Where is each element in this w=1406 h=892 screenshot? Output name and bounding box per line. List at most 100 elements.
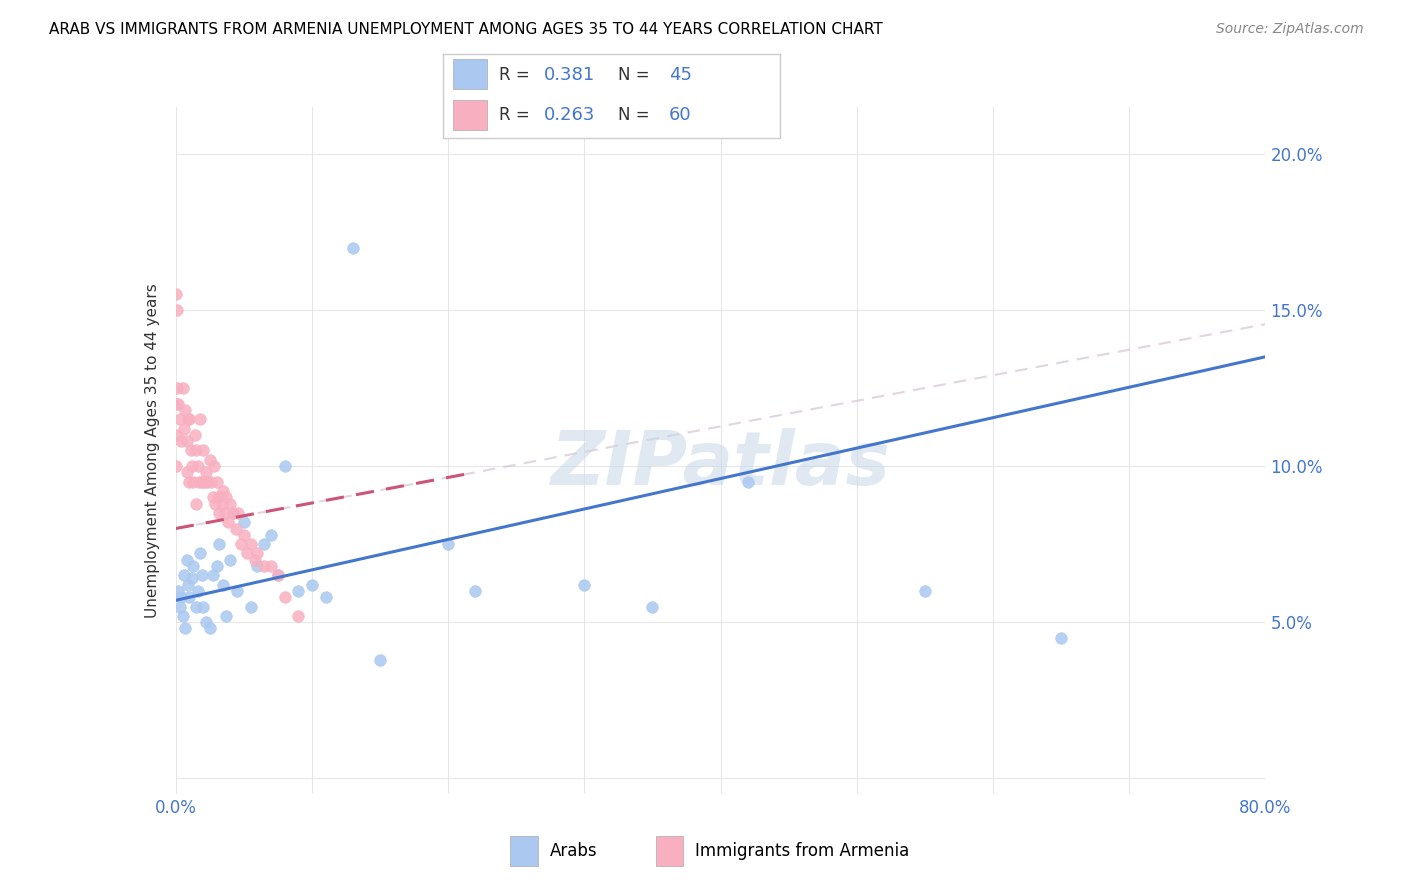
Text: Immigrants from Armenia: Immigrants from Armenia [695, 842, 910, 860]
Point [172, 608, 194, 623]
Point [181, 458, 204, 473]
Point [186, 583, 209, 598]
Text: R =: R = [499, 105, 534, 123]
Point [246, 558, 269, 573]
Point [208, 506, 231, 520]
Point [191, 443, 214, 458]
Point [186, 599, 208, 614]
Point [195, 475, 218, 489]
Point [194, 466, 217, 480]
Point [914, 583, 936, 598]
Point [226, 583, 249, 598]
Point [190, 475, 212, 489]
Point [165, 458, 187, 473]
Point [212, 578, 235, 592]
Point [368, 653, 391, 667]
Text: 0.263: 0.263 [544, 105, 596, 123]
Point [170, 434, 193, 448]
Point [183, 558, 205, 573]
Point [209, 490, 232, 504]
Point [176, 466, 198, 480]
Point [737, 475, 759, 489]
Text: ZIPatlas: ZIPatlas [551, 427, 890, 500]
Point [464, 583, 486, 598]
Point [246, 546, 269, 561]
Point [167, 583, 190, 598]
Point [169, 412, 191, 426]
Text: N =: N = [619, 105, 655, 123]
Point [342, 240, 364, 254]
Point [166, 381, 188, 395]
Point [205, 558, 228, 573]
Point [219, 496, 242, 510]
Text: ARAB VS IMMIGRANTS FROM ARMENIA UNEMPLOYMENT AMONG AGES 35 TO 44 YEARS CORRELATI: ARAB VS IMMIGRANTS FROM ARMENIA UNEMPLOY… [49, 22, 883, 37]
Text: Source: ZipAtlas.com: Source: ZipAtlas.com [1216, 22, 1364, 37]
Point [187, 475, 209, 489]
Point [186, 458, 209, 473]
Point [165, 287, 187, 301]
Point [232, 515, 254, 529]
Point [176, 552, 198, 567]
Point [235, 546, 257, 561]
Point [190, 568, 212, 582]
Point [253, 558, 276, 573]
Point [179, 591, 201, 605]
Point [301, 578, 323, 592]
Point [287, 608, 309, 623]
Point [267, 568, 290, 582]
Point [186, 496, 208, 510]
Point [215, 608, 238, 623]
Point [176, 434, 198, 448]
Point [166, 302, 188, 317]
Point [214, 506, 236, 520]
Point [274, 458, 297, 473]
Point [200, 475, 222, 489]
Point [198, 453, 221, 467]
Point [212, 483, 235, 498]
Point [179, 412, 201, 426]
Point [219, 552, 242, 567]
Point [177, 578, 200, 592]
Point [202, 458, 225, 473]
Point [170, 591, 193, 605]
Point [174, 403, 197, 417]
Point [208, 537, 231, 551]
Point [437, 537, 460, 551]
Point [165, 396, 187, 410]
Point [253, 537, 276, 551]
Point [181, 571, 204, 585]
Point [228, 506, 250, 520]
Text: Arabs: Arabs [550, 842, 598, 860]
Point [173, 568, 195, 582]
Point [172, 381, 194, 395]
Point [239, 537, 262, 551]
Point [193, 475, 215, 489]
Point [184, 427, 207, 442]
Point [173, 422, 195, 436]
Point [177, 412, 200, 426]
Point [183, 475, 205, 489]
Point [194, 615, 217, 630]
Point [207, 490, 229, 504]
Point [260, 558, 283, 573]
Point [188, 546, 211, 561]
Point [201, 568, 224, 582]
Point [180, 443, 202, 458]
Point [287, 583, 309, 598]
Point [641, 599, 664, 614]
Text: R =: R = [499, 66, 534, 84]
Point [574, 578, 596, 592]
Point [191, 599, 214, 614]
Point [188, 412, 211, 426]
Point [204, 496, 226, 510]
Point [274, 591, 297, 605]
Text: 45: 45 [669, 66, 692, 84]
Point [179, 475, 201, 489]
Point [186, 443, 208, 458]
Point [260, 527, 283, 541]
Point [232, 527, 254, 541]
Point [222, 506, 245, 520]
Point [211, 496, 233, 510]
Point [243, 552, 266, 567]
Point [267, 568, 290, 582]
